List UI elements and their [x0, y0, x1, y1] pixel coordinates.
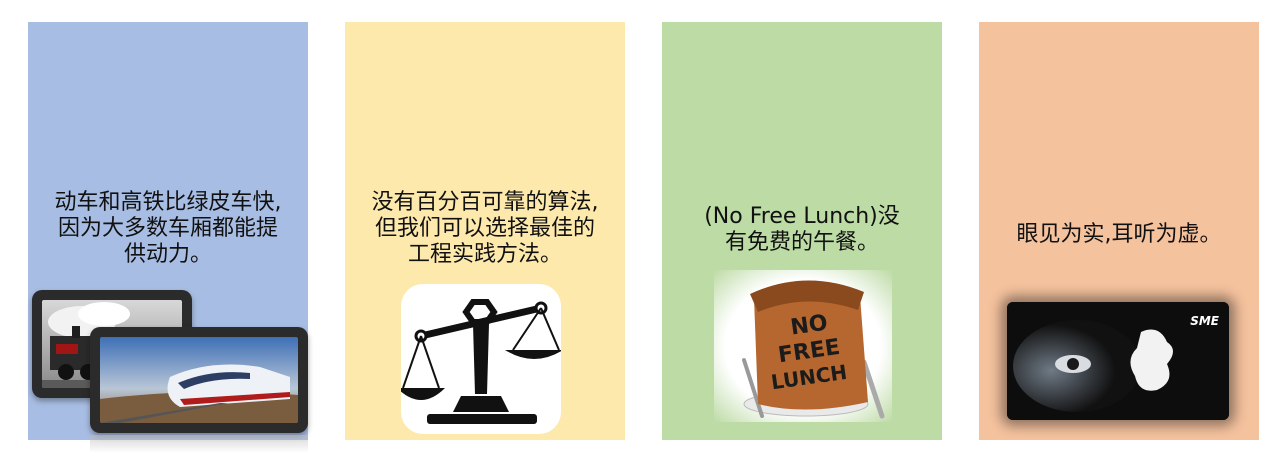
- caption-line: (No Free Lunch)没: [704, 204, 900, 229]
- bag-text: NO: [789, 311, 829, 341]
- card-high-speed-rail: 动车和高铁比绿皮车快, 因为大多数车厢都能提 供动力。: [28, 22, 308, 453]
- caption-line: 因为大多数车厢都能提: [57, 216, 278, 241]
- bullet-train-tablet-image: [90, 327, 308, 433]
- card-seeing-is-believing: 眼见为实,耳听为虚。 SME: [979, 22, 1259, 440]
- card-no-free-lunch: (No Free Lunch)没 有免费的午餐。 NO FREE LUNCH: [662, 22, 942, 440]
- balance-scale-icon: [401, 284, 561, 434]
- caption-line: 供动力。: [123, 242, 212, 267]
- caption-line: 有免费的午餐。: [724, 230, 879, 255]
- caption-line: 工程实践方法。: [407, 242, 562, 267]
- caption-line: 眼见为实,耳听为虚。: [1016, 222, 1222, 247]
- card-caption: 没有百分百可靠的算法, 但我们可以选择最佳的 工程实践方法。: [345, 190, 625, 268]
- card-caption: (No Free Lunch)没 有免费的午餐。: [662, 204, 942, 256]
- card-algorithms: 没有百分百可靠的算法, 但我们可以选择最佳的 工程实践方法。: [345, 22, 625, 440]
- caption-line: 没有百分百可靠的算法,: [371, 190, 599, 215]
- card-caption: 眼见为实,耳听为虚。: [979, 222, 1259, 248]
- card-caption: 动车和高铁比绿皮车快, 因为大多数车厢都能提 供动力。: [28, 190, 308, 268]
- sme-badge: SME: [1190, 314, 1219, 328]
- eye-peeking-image: SME: [1007, 302, 1229, 420]
- bullet-train-illustration: [100, 337, 298, 423]
- caption-line: 但我们可以选择最佳的: [374, 216, 595, 241]
- tablet-reflection: [90, 435, 308, 453]
- caption-line: 动车和高铁比绿皮车快,: [54, 190, 282, 215]
- no-free-lunch-bag-image: NO FREE LUNCH: [714, 270, 892, 422]
